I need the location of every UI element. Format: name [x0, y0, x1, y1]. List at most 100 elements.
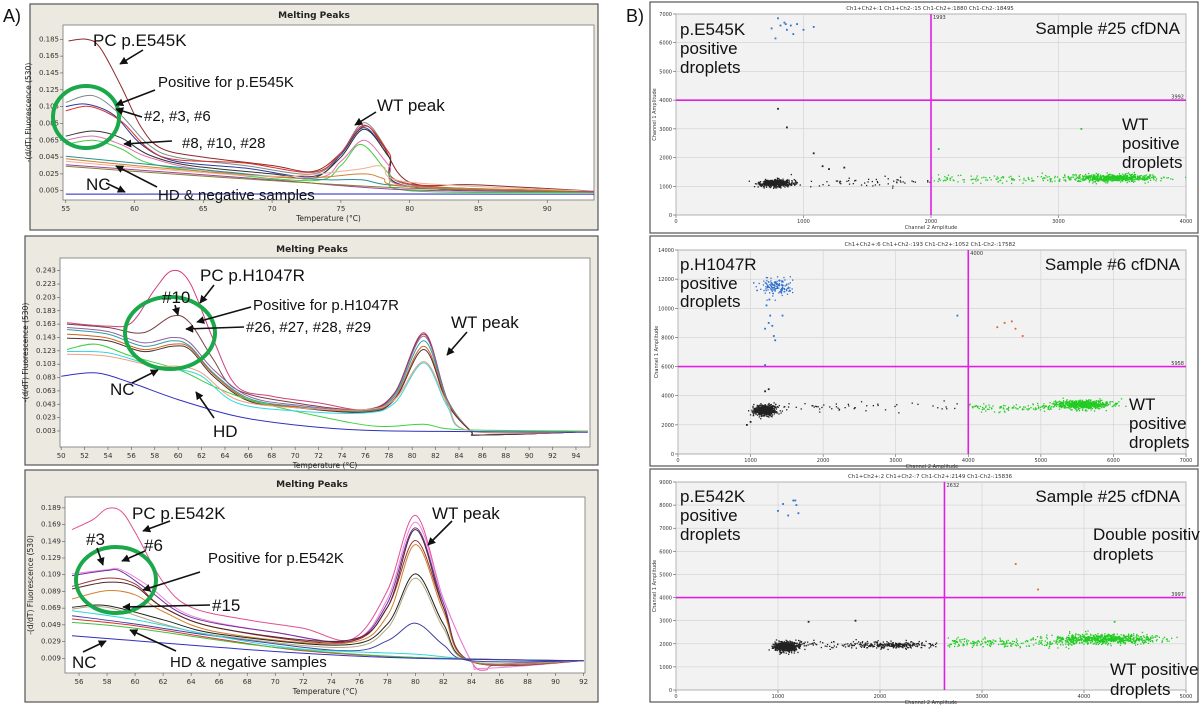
droplet-point: [931, 644, 933, 646]
droplet-point: [1112, 634, 1114, 636]
droplet-point: [763, 414, 766, 416]
y-tick-label: 0.029: [41, 638, 61, 646]
droplet-point: [788, 646, 791, 649]
droplet-point: [1068, 634, 1070, 637]
droplet-point: [999, 180, 1001, 182]
droplet-point: [902, 643, 904, 645]
droplet-point: [787, 287, 789, 289]
droplet-point: [911, 402, 913, 404]
droplet-point: [1123, 177, 1125, 179]
droplet-point: [756, 411, 758, 413]
droplet-point: [1107, 639, 1110, 642]
droplet-point: [1103, 404, 1105, 406]
droplet-point: [1094, 180, 1097, 182]
droplet-point: [915, 643, 917, 645]
droplet-point: [887, 183, 889, 185]
droplet-point: [1120, 642, 1122, 644]
droplet-point: [938, 178, 941, 180]
droplet-point: [1027, 178, 1030, 180]
droplet-point: [794, 645, 796, 647]
droplet-point: [1112, 175, 1114, 178]
droplet-point: [784, 279, 786, 281]
droplet-point: [973, 406, 975, 408]
droplet-point: [769, 414, 771, 416]
droplet-point: [1089, 402, 1091, 405]
droplet-point: [821, 165, 824, 168]
droplet-point: [1153, 636, 1155, 638]
droplet-point: [766, 299, 768, 301]
droplet-point: [1114, 637, 1116, 639]
droplet-point: [1032, 639, 1034, 641]
droplet-point: [1086, 633, 1088, 635]
droplet-point: [752, 407, 754, 409]
droplet-point: [1050, 408, 1052, 410]
droplet-point: [780, 650, 782, 652]
droplet-point: [1119, 179, 1121, 182]
droplet-point: [826, 643, 829, 646]
y-tick-label: 5000: [659, 69, 672, 75]
droplet-point: [1078, 400, 1080, 402]
droplet-point: [875, 178, 877, 181]
droplet-point: [1017, 644, 1019, 646]
droplet-point: [962, 645, 964, 647]
droplet-point: [765, 276, 768, 279]
droplet-point: [1079, 403, 1081, 405]
droplet-point: [779, 644, 781, 647]
droplet-point: [1069, 632, 1071, 634]
droplet-point: [768, 405, 770, 407]
droplet-point: [776, 283, 778, 285]
y-tick-label: 0.183: [36, 307, 56, 315]
droplet-point: [1028, 645, 1030, 647]
droplet-point: [774, 649, 776, 651]
droplet-point: [1049, 179, 1051, 181]
droplet-point: [1063, 407, 1065, 409]
droplet-point: [1134, 180, 1136, 182]
x-tick-label: 1000: [744, 458, 757, 464]
droplet-point: [835, 180, 838, 182]
droplet-point: [1143, 639, 1146, 641]
droplet-point: [898, 412, 900, 414]
droplet-point: [1145, 638, 1148, 641]
droplet-point: [1099, 405, 1101, 408]
droplet-point: [1136, 178, 1138, 180]
droplet-point: [748, 180, 750, 182]
droplet-point: [852, 644, 854, 647]
droplet-point: [1141, 637, 1143, 640]
droplet-point: [971, 642, 973, 645]
droplet-point: [1076, 405, 1078, 407]
droplet-point: [781, 183, 783, 185]
droplet-point: [1055, 403, 1057, 405]
droplet-point: [1112, 177, 1114, 179]
droplet-point: [778, 404, 780, 407]
droplet-point: [780, 642, 783, 644]
droplet-point: [1096, 176, 1098, 178]
droplet-point: [892, 642, 894, 644]
droplet-point: [785, 652, 787, 654]
droplet-point: [779, 641, 781, 643]
droplet-point: [1072, 642, 1074, 645]
droplet-point: [1110, 401, 1112, 403]
droplet-point: [1085, 177, 1088, 180]
droplet-point: [870, 643, 872, 645]
droplet-point: [1079, 400, 1081, 402]
droplet-point: [947, 174, 950, 176]
droplet-point: [844, 407, 846, 409]
droplet-point: [773, 284, 776, 286]
droplet-point: [1048, 408, 1051, 411]
droplet-point: [987, 640, 990, 642]
droplet-point: [787, 650, 789, 652]
droplet-point: [877, 404, 879, 407]
droplet-point: [1079, 405, 1081, 407]
droplet-point: [791, 180, 793, 182]
droplet-point: [767, 388, 770, 391]
droplet-point: [804, 641, 806, 643]
droplet-point: [1062, 402, 1064, 405]
droplet-point: [1075, 406, 1077, 409]
melting-curve: [65, 158, 594, 192]
y-tick-label: 6000: [661, 365, 674, 371]
droplet-point: [1125, 637, 1128, 639]
droplet-point: [1071, 641, 1074, 643]
droplet-point: [1123, 636, 1126, 638]
droplet-point: [1058, 636, 1060, 638]
droplet-point: [1068, 177, 1070, 180]
